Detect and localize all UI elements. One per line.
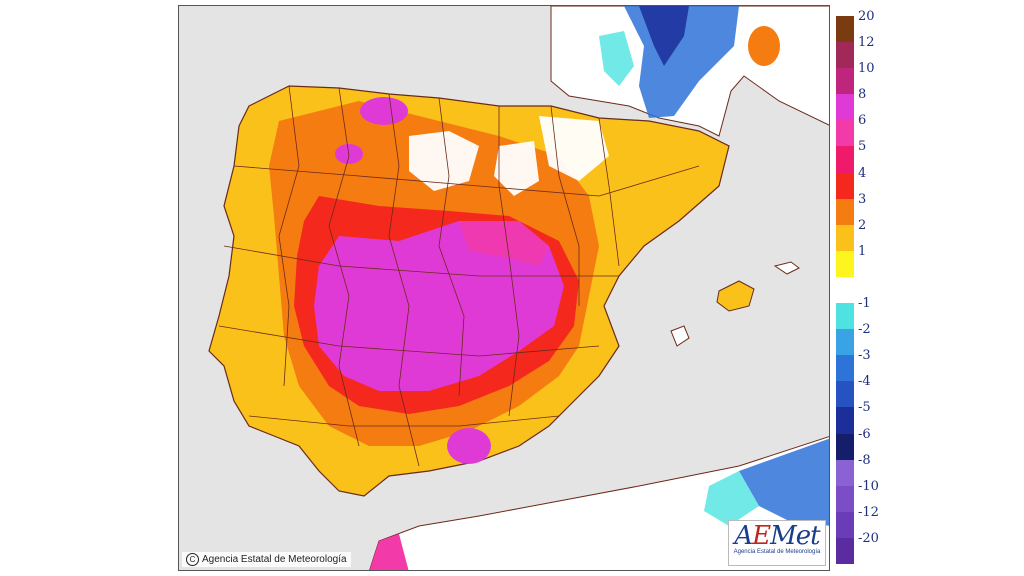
anomaly-map	[178, 5, 830, 571]
legend-swatch	[836, 250, 854, 278]
menorca-island	[773, 261, 800, 275]
copyright-icon: C	[186, 553, 199, 566]
cool-anomaly-france	[599, 31, 634, 86]
mallorca-island	[716, 280, 755, 312]
legend-label: -2	[858, 322, 871, 338]
ibiza-island	[670, 325, 690, 347]
legend-label: -3	[858, 348, 871, 364]
legend-swatch	[836, 537, 854, 565]
legend-label: 4	[858, 165, 867, 181]
legend-label: 3	[858, 191, 867, 207]
legend-swatch	[836, 459, 854, 487]
logo-wordmark: AEMet	[734, 521, 820, 551]
map-canvas	[208, 6, 829, 570]
legend-swatch	[836, 42, 854, 69]
logo-subtitle: Agencia Estatal de Meteorología	[733, 549, 821, 555]
legend-swatch	[836, 224, 854, 252]
legend-swatch	[836, 381, 854, 408]
legend-label: 10	[858, 61, 875, 77]
legend-swatch	[836, 172, 854, 200]
legend-label: -4	[858, 374, 871, 390]
anomaly-north-hotspot	[360, 97, 408, 125]
legend-swatch	[836, 303, 854, 330]
color-legend: 20 12 10 8 6 5 4 3 2 1 -1 -2 -3 -4 -5 -6 -8 -10 -12 -20	[836, 10, 896, 565]
province-borders	[218, 85, 700, 467]
legend-swatch	[836, 276, 854, 304]
legend-label: 5	[858, 139, 867, 155]
legend-label: 20	[858, 9, 875, 24]
legend-swatch	[836, 433, 854, 461]
neutral-zone-ebro	[494, 141, 539, 196]
legend-label: -8	[858, 452, 871, 468]
aemet-logo: AEMet Agencia Estatal de Meteorología	[728, 520, 826, 566]
warm-spot-france	[748, 26, 780, 66]
legend-swatch	[836, 146, 854, 174]
legend-swatch	[836, 68, 854, 95]
cold-anomaly-africa	[739, 438, 829, 526]
cold-anomaly-france-dark	[639, 6, 689, 66]
legend-label: -20	[858, 530, 879, 546]
legend-label: -12	[858, 504, 879, 520]
legend-swatch	[836, 120, 854, 147]
legend-swatch	[836, 329, 854, 356]
legend-label: 1	[858, 243, 867, 259]
legend-swatch	[836, 407, 854, 435]
legend-swatch	[836, 198, 854, 226]
legend-swatch	[836, 511, 854, 539]
neutral-zone-north	[409, 131, 479, 191]
anomaly-southeast-hotspot	[447, 428, 491, 464]
legend-label: -1	[858, 296, 871, 312]
legend-swatch	[836, 485, 854, 513]
legend-label: 12	[858, 35, 875, 51]
legend-label: -6	[858, 426, 871, 442]
cool-anomaly-africa	[704, 471, 759, 526]
legend-label: -10	[858, 478, 879, 494]
anomaly-zone-6	[459, 221, 549, 266]
legend-label: 6	[858, 113, 867, 129]
legend-swatch	[836, 16, 854, 43]
legend-label: 2	[858, 217, 867, 233]
legend-label: 8	[858, 87, 867, 103]
legend-swatch	[836, 94, 854, 121]
copyright-credit: C Agencia Estatal de Meteorología	[182, 552, 351, 567]
warm-anomaly-morocco	[369, 534, 409, 570]
neutral-zone-northeast	[539, 116, 609, 181]
legend-swatch	[836, 355, 854, 382]
legend-label: -5	[858, 400, 871, 416]
africa-landmass	[369, 436, 829, 570]
credit-text: Agencia Estatal de Meteorología	[202, 554, 347, 565]
